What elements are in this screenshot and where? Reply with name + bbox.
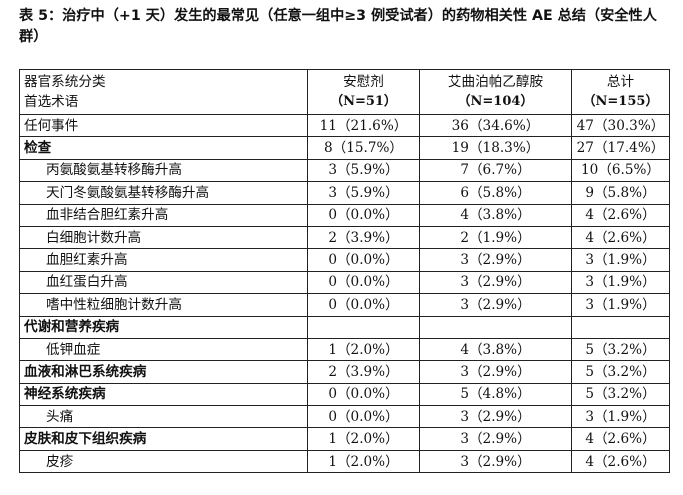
row-term: 皮疹 bbox=[19, 449, 308, 474]
header-drug-n: （N=104） bbox=[457, 94, 534, 109]
table-row: 血胆红素升高 0（0.0%） 3（2.9%） 3（1.9%） bbox=[19, 248, 670, 272]
row-total: 27（17.4%） bbox=[571, 136, 670, 160]
row-placebo: 0（0.0%） bbox=[307, 293, 420, 317]
row-total: 5（3.2%） bbox=[571, 337, 670, 362]
row-drug bbox=[419, 315, 572, 339]
row-total: 3（1.9%） bbox=[571, 405, 670, 429]
row-placebo: 2（3.9%） bbox=[307, 360, 420, 384]
row-total: 9（5.8%） bbox=[571, 181, 670, 205]
row-drug: 19（18.3%） bbox=[419, 136, 572, 160]
header-placebo: 安慰剂 （N=51） bbox=[307, 69, 420, 115]
row-placebo: 2（3.9%） bbox=[307, 225, 420, 250]
row-term: 血液和淋巴系统疾病 bbox=[19, 360, 308, 384]
table-row: 天门冬氨酸氨基转移酶升高 3（5.9%） 6（5.8%） 9（5.8%） bbox=[19, 181, 670, 205]
header-soc-label: 器官系统分类 bbox=[24, 74, 106, 90]
table-row: 丙氨酸氨基转移酶升高 3（5.9%） 7（6.7%） 10（6.5%） bbox=[19, 158, 670, 183]
row-term: 血非结合胆红素升高 bbox=[19, 203, 308, 227]
row-term: 检查 bbox=[19, 136, 308, 160]
row-placebo: 3（5.9%） bbox=[307, 181, 420, 205]
row-drug: 7（6.7%） bbox=[419, 158, 572, 183]
row-drug: 4（3.8%） bbox=[419, 203, 572, 227]
row-term: 嗜中性粒细胞计数升高 bbox=[19, 293, 308, 317]
row-total: 47（30.3%） bbox=[571, 113, 670, 138]
row-drug: 3（2.9%） bbox=[419, 293, 572, 317]
table-body: 任何事件 11（21.6%） 36（34.6%） 47（30.3%） 检查 8（… bbox=[19, 113, 670, 474]
row-term: 任何事件 bbox=[19, 113, 308, 138]
header-total-label: 总计 bbox=[606, 74, 635, 90]
row-drug: 2（1.9%） bbox=[419, 225, 572, 250]
header-row: 器官系统分类 首选术语 安慰剂 （N=51） 艾曲泊帕乙醇胺 （N=104） 总… bbox=[19, 69, 670, 115]
row-placebo: 11（21.6%） bbox=[307, 113, 420, 138]
row-term: 皮肤和皮下组织疾病 bbox=[19, 427, 308, 451]
header-placebo-label: 安慰剂 bbox=[343, 74, 384, 90]
row-drug: 3（2.9%） bbox=[419, 360, 572, 384]
row-term: 天门冬氨酸氨基转移酶升高 bbox=[19, 181, 308, 205]
row-drug: 5（4.8%） bbox=[419, 382, 572, 407]
row-term: 神经系统疾病 bbox=[19, 382, 308, 407]
row-term: 白细胞计数升高 bbox=[19, 225, 308, 250]
table-row: 皮疹 1（2.0%） 3（2.9%） 4（2.6%） bbox=[19, 449, 670, 474]
table-row: 血红蛋白升高 0（0.0%） 3（2.9%） 3（1.9%） bbox=[19, 270, 670, 295]
header-pt-label: 首选术语 bbox=[24, 94, 79, 110]
row-term: 血胆红素升高 bbox=[19, 248, 308, 272]
row-drug: 4（3.8%） bbox=[419, 337, 572, 362]
header-placebo-n: （N=51） bbox=[330, 94, 397, 109]
row-drug: 3（2.9%） bbox=[419, 405, 572, 429]
adverse-events-table: 器官系统分类 首选术语 安慰剂 （N=51） 艾曲泊帕乙醇胺 （N=104） 总… bbox=[19, 69, 670, 474]
table-row: 头痛 0（0.0%） 3（2.9%） 3（1.9%） bbox=[19, 405, 670, 429]
table-row: 白细胞计数升高 2（3.9%） 2（1.9%） 4（2.6%） bbox=[19, 225, 670, 250]
row-placebo: 1（2.0%） bbox=[307, 427, 420, 451]
row-placebo: 3（5.9%） bbox=[307, 158, 420, 183]
row-placebo: 0（0.0%） bbox=[307, 203, 420, 227]
row-placebo: 0（0.0%） bbox=[307, 405, 420, 429]
row-term: 头痛 bbox=[19, 405, 308, 429]
row-total: 10（6.5%） bbox=[571, 158, 670, 183]
header-total-n: （N=155） bbox=[582, 94, 659, 109]
row-drug: 36（34.6%） bbox=[419, 113, 572, 138]
table-row: 代谢和营养疾病 bbox=[19, 315, 670, 339]
row-drug: 6（5.8%） bbox=[419, 181, 572, 205]
row-total: 3（1.9%） bbox=[571, 293, 670, 317]
header-drug-label: 艾曲泊帕乙醇胺 bbox=[447, 74, 544, 90]
row-term: 丙氨酸氨基转移酶升高 bbox=[19, 158, 308, 183]
row-drug: 3（2.9%） bbox=[419, 248, 572, 272]
table-row: 嗜中性粒细胞计数升高 0（0.0%） 3（2.9%） 3（1.9%） bbox=[19, 293, 670, 317]
row-placebo: 0（0.0%） bbox=[307, 270, 420, 295]
row-drug: 3（2.9%） bbox=[419, 270, 572, 295]
row-drug: 3（2.9%） bbox=[419, 427, 572, 451]
row-total: 4（2.6%） bbox=[571, 449, 670, 474]
table-row: 低钾血症 1（2.0%） 4（3.8%） 5（3.2%） bbox=[19, 337, 670, 362]
row-placebo: 1（2.0%） bbox=[307, 337, 420, 362]
table-row: 检查 8（15.7%） 19（18.3%） 27（17.4%） bbox=[19, 136, 670, 160]
row-total: 4（2.6%） bbox=[571, 427, 670, 451]
row-total: 5（3.2%） bbox=[571, 382, 670, 407]
table-row: 任何事件 11（21.6%） 36（34.6%） 47（30.3%） bbox=[19, 113, 670, 138]
row-placebo: 8（15.7%） bbox=[307, 136, 420, 160]
table-row: 血液和淋巴系统疾病 2（3.9%） 3（2.9%） 5（3.2%） bbox=[19, 360, 670, 384]
table-header: 器官系统分类 首选术语 安慰剂 （N=51） 艾曲泊帕乙醇胺 （N=104） 总… bbox=[19, 69, 670, 115]
table-row: 皮肤和皮下组织疾病 1（2.0%） 3（2.9%） 4（2.6%） bbox=[19, 427, 670, 451]
row-total: 3（1.9%） bbox=[571, 270, 670, 295]
header-drug: 艾曲泊帕乙醇胺 （N=104） bbox=[419, 69, 572, 115]
row-total: 5（3.2%） bbox=[571, 360, 670, 384]
row-total bbox=[571, 315, 670, 339]
row-term: 代谢和营养疾病 bbox=[19, 315, 308, 339]
row-placebo: 1（2.0%） bbox=[307, 449, 420, 474]
table-caption: 表 5：治疗中（+1 天）发生的最常见（任意一组中≥3 例受试者）的药物相关性 … bbox=[19, 8, 657, 45]
header-soc-pt: 器官系统分类 首选术语 bbox=[19, 69, 308, 115]
row-total: 4（2.6%） bbox=[571, 203, 670, 227]
row-placebo: 0（0.0%） bbox=[307, 382, 420, 407]
row-total: 3（1.9%） bbox=[571, 248, 670, 272]
row-placebo bbox=[307, 315, 420, 339]
table-row: 神经系统疾病 0（0.0%） 5（4.8%） 5（3.2%） bbox=[19, 382, 670, 407]
row-term: 低钾血症 bbox=[19, 337, 308, 362]
header-total: 总计 （N=155） bbox=[571, 69, 670, 115]
row-drug: 3（2.9%） bbox=[419, 449, 572, 474]
row-placebo: 0（0.0%） bbox=[307, 248, 420, 272]
row-total: 4（2.6%） bbox=[571, 225, 670, 250]
row-term: 血红蛋白升高 bbox=[19, 270, 308, 295]
table-row: 血非结合胆红素升高 0（0.0%） 4（3.8%） 4（2.6%） bbox=[19, 203, 670, 227]
